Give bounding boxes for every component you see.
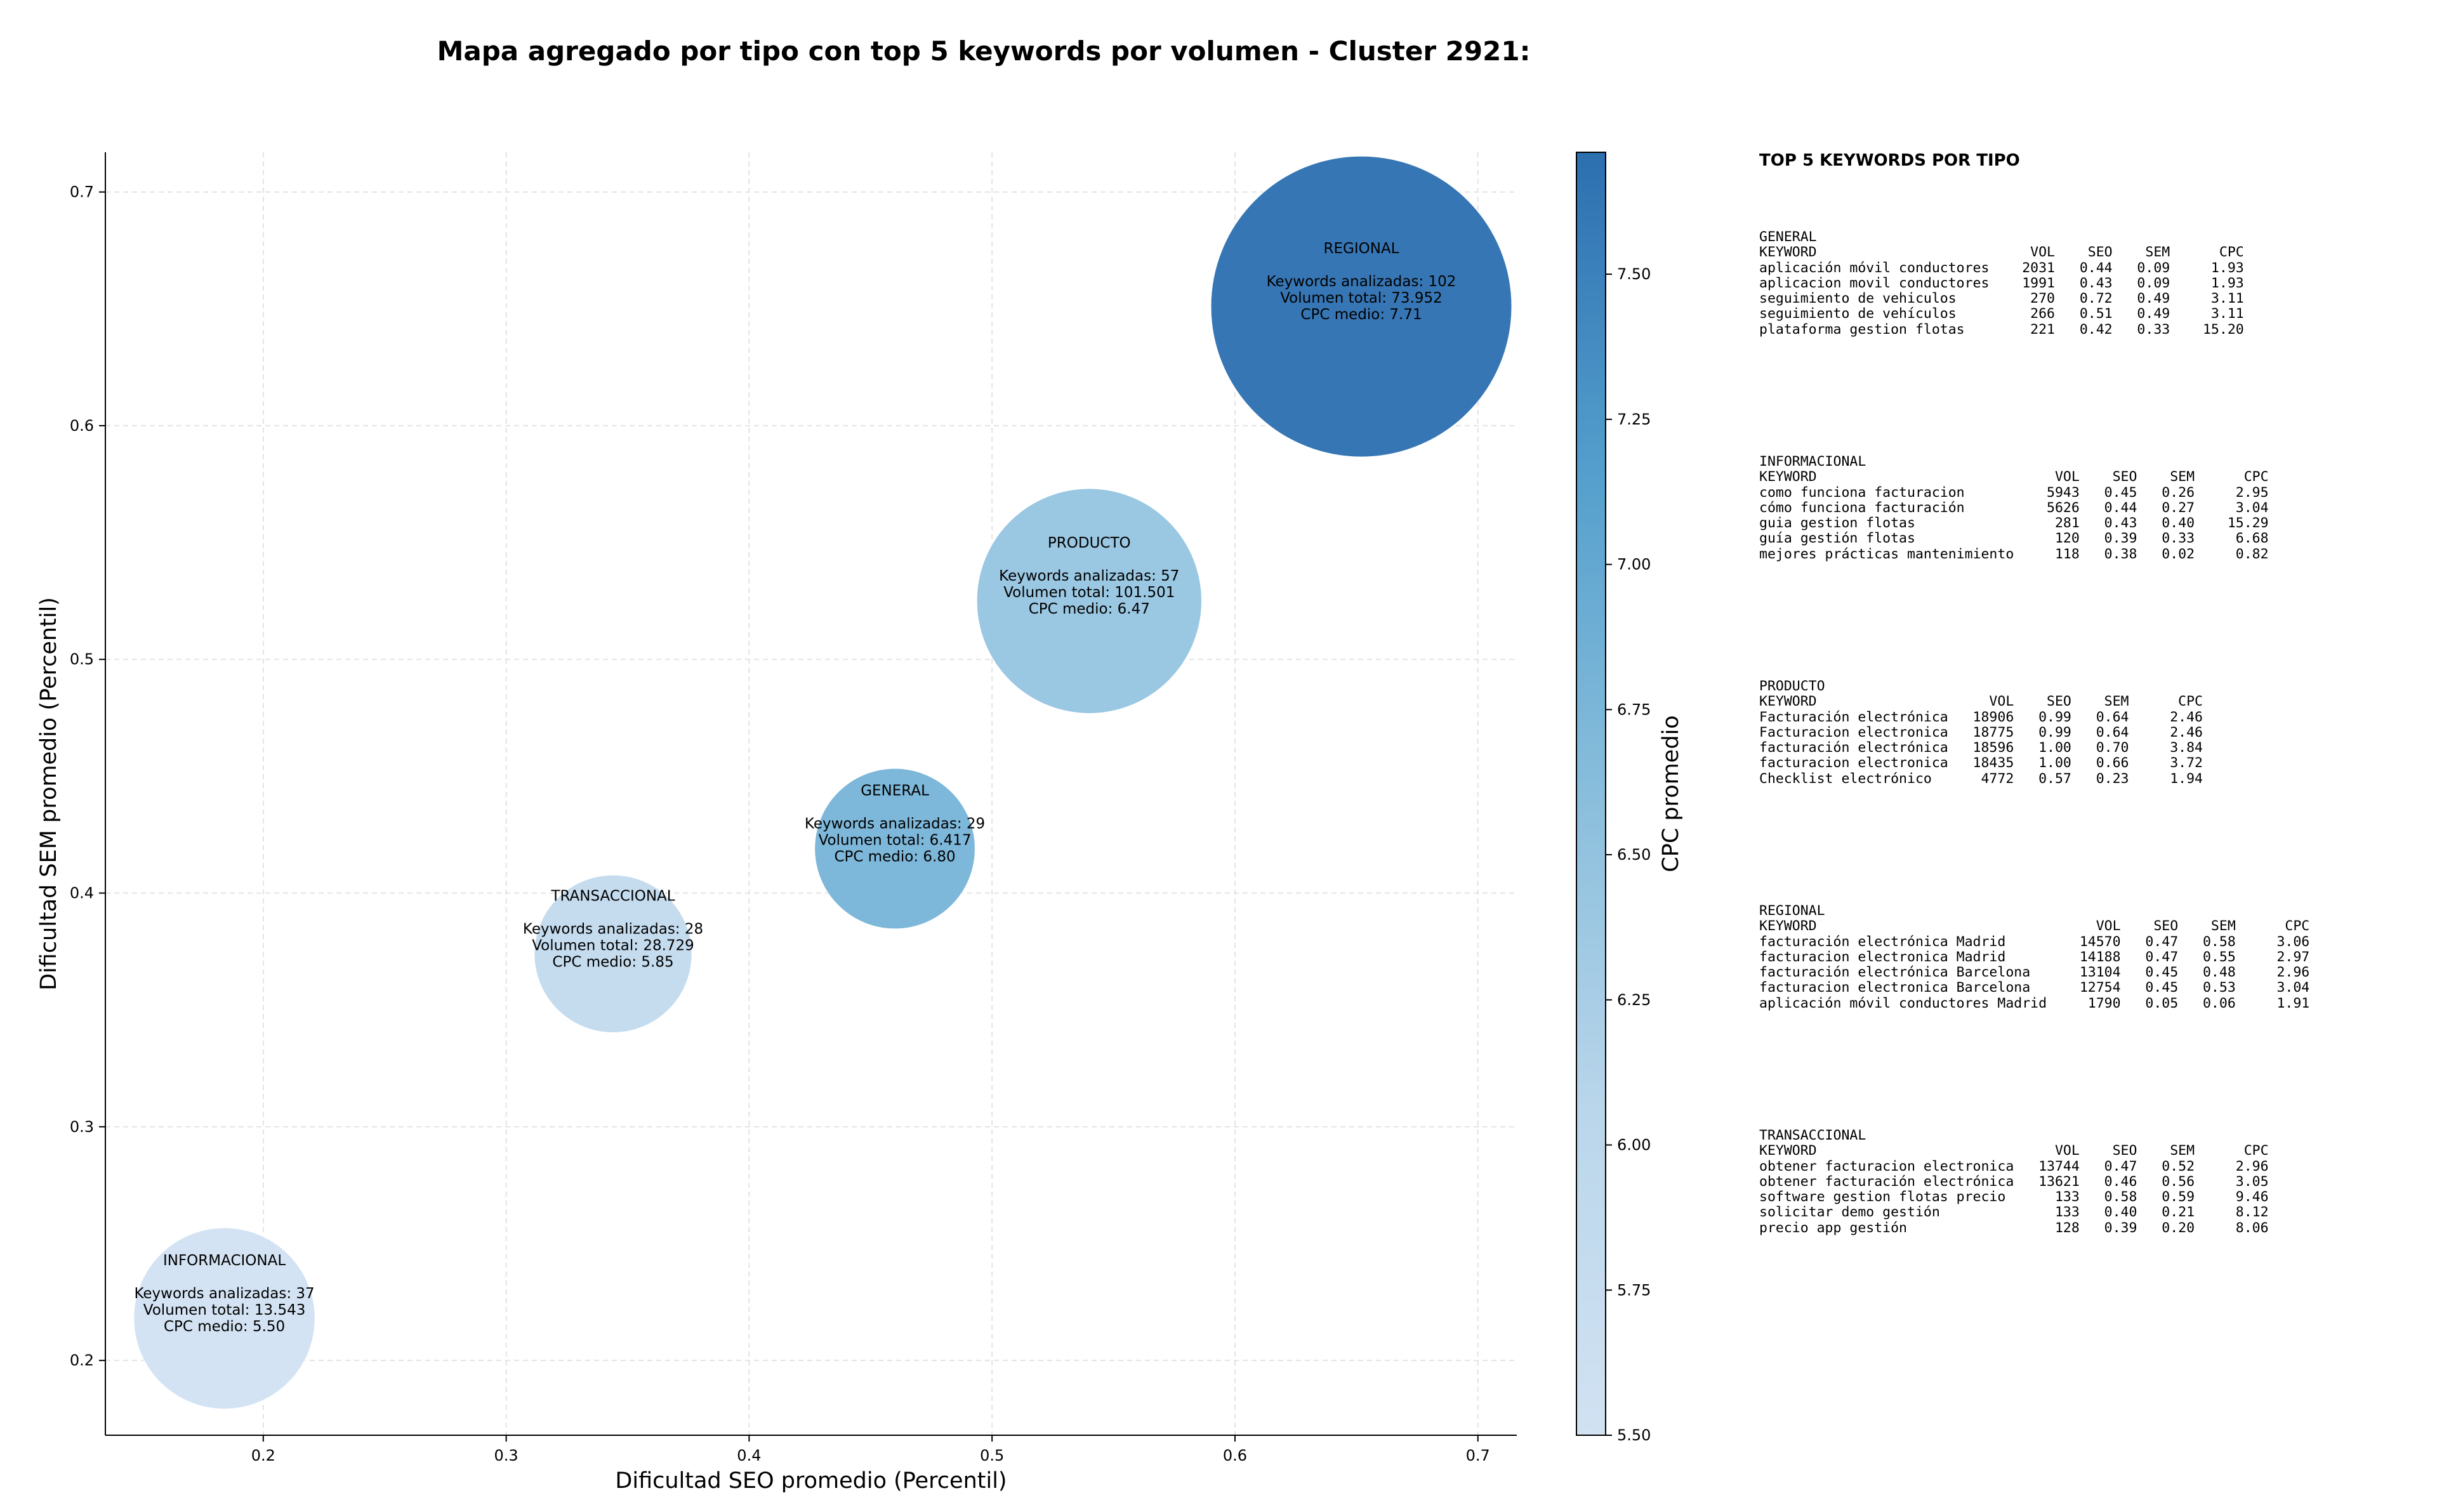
x-tick-label: 0.4	[737, 1447, 761, 1464]
colorbar-tick-label: 7.25	[1617, 411, 1651, 428]
keyword-table-row: como funciona facturacion 5943 0.45 0.26…	[1759, 484, 2269, 501]
keyword-table-row: facturación electrónica Madrid 14570 0.4…	[1759, 933, 2310, 950]
bubble-informacional	[133, 1227, 315, 1410]
x-tick-label: 0.7	[1466, 1447, 1490, 1464]
y-tick-label: 0.3	[70, 1118, 94, 1136]
keyword-table-row: software gestion flotas precio 133 0.58 …	[1759, 1189, 2269, 1206]
keyword-table-producto: PRODUCTO KEYWORD VOL SEO SEM CPC Facturaci…	[1759, 678, 2203, 787]
bubble-label-detail: Keywords analizadas: 28	[523, 921, 703, 937]
colorbar-tick-label: 6.00	[1617, 1136, 1651, 1154]
bubble-label-name: PRODUCTO	[1048, 535, 1131, 551]
bubble-label-detail: CPC medio: 6.80	[834, 849, 955, 865]
keyword-table-row: Checklist electrónico 4772 0.57 0.23 1.9…	[1759, 770, 2203, 787]
bubble-label-name: GENERAL	[861, 783, 929, 799]
bubble-label-name: TRANSACCIONAL	[550, 888, 675, 904]
bubble-label-detail: Keywords analizadas: 29	[805, 816, 985, 832]
axes: 0.2 0.3 0.4 0.5 0.6 0.7 0.2 0.3 0.4 0.5 0.6 0.7 Difi…	[36, 152, 1517, 1494]
bubble-label-name: REGIONAL	[1324, 240, 1399, 257]
colorbar-label: CPC promedio	[1658, 715, 1684, 872]
colorbar: 5.50 5.75 6.00 6.25 6.50 6.75 7.00 7.25 7.50 CPC …	[1576, 152, 1684, 1444]
bubble-label-detail: Volumen total: 101.501	[1003, 584, 1175, 601]
keyword-table-row: solicitar demo gestión 133 0.40 0.21 8.1…	[1759, 1204, 2269, 1221]
colorbar-gradient	[1576, 152, 1606, 1436]
keyword-table-type: REGIONAL	[1759, 903, 1825, 919]
top-keywords-title: TOP 5 KEYWORDS POR TIPO	[1759, 151, 2020, 170]
keyword-table-row: facturacion electronica Madrid 14188 0.4…	[1759, 949, 2310, 965]
keyword-table-row: aplicación móvil conductores Madrid 1790…	[1759, 995, 2310, 1011]
bubble-label-detail: Keywords analizadas: 37	[134, 1285, 314, 1302]
keyword-table-row: seguimiento de vehículos 266 0.51 0.49 3…	[1759, 306, 2244, 322]
keyword-table-row: obtener facturación electrónica 13621 0.…	[1759, 1173, 2269, 1190]
keyword-table-regional: REGIONAL KEYWORD VOL SEO SEM CPC facturaci…	[1759, 903, 2310, 1011]
chart-title: Mapa agregado por tipo con top 5 keyword…	[437, 36, 1531, 67]
keyword-table-row: Facturacion electronica 18775 0.99 0.64 …	[1759, 724, 2203, 740]
keyword-table-header: KEYWORD VOL SEO SEM CPC	[1759, 918, 2310, 935]
bubble-label-detail: Keywords analizadas: 57	[999, 568, 1179, 584]
y-axis-label: Dificultad SEM promedio (Percentil)	[36, 597, 62, 990]
keyword-table-row: plataforma gestion flotas 221 0.42 0.33 …	[1759, 321, 2244, 338]
bubble-label-detail: Volumen total: 73.952	[1280, 290, 1443, 306]
y-tick-label: 0.4	[70, 884, 94, 902]
colorbar-tick-label: 6.50	[1617, 846, 1651, 864]
keyword-table-type: INFORMACIONAL	[1759, 454, 1866, 470]
keyword-table-row: guia gestion flotas 281 0.43 0.40 15.29	[1759, 515, 2269, 532]
keyword-table-header: KEYWORD VOL SEO SEM CPC	[1759, 244, 2244, 261]
keyword-table-type: GENERAL	[1759, 229, 1817, 245]
keyword-table-row: facturación electrónica 18596 1.00 0.70 …	[1759, 740, 2203, 756]
keyword-table-row: aplicación móvil conductores 2031 0.44 0…	[1759, 260, 2244, 276]
keyword-table-type: PRODUCTO	[1759, 678, 1825, 694]
colorbar-tick-label: 6.75	[1617, 700, 1651, 718]
keyword-table-general: GENERAL KEYWORD VOL SEO SEM CPC aplicación…	[1759, 229, 2244, 338]
bubble-regional	[1210, 155, 1512, 457]
keyword-table-row: cómo funciona facturación 5626 0.44 0.27…	[1759, 499, 2269, 516]
colorbar-tick-label: 5.75	[1617, 1281, 1651, 1299]
bubble-label-name: INFORMACIONAL	[163, 1252, 286, 1269]
keyword-table-header: KEYWORD VOL SEO SEM CPC	[1759, 1143, 2269, 1159]
keyword-table-header: KEYWORD VOL SEO SEM CPC	[1759, 469, 2269, 485]
colorbar-tick-label: 6.25	[1617, 991, 1651, 1009]
keyword-table-row: facturacion electronica 18435 1.00 0.66 …	[1759, 755, 2203, 772]
bubble-label-detail: CPC medio: 5.85	[552, 954, 673, 970]
top-keywords-panel: TOP 5 KEYWORDS POR TIPO GENERAL KEYWORD V…	[1759, 151, 2426, 1236]
bubble-label-detail: CPC medio: 6.47	[1029, 601, 1150, 617]
bubble-label-detail: Volumen total: 13.543	[143, 1302, 306, 1318]
bubble-label-detail: Keywords analizadas: 102	[1267, 273, 1456, 290]
y-tick-label: 0.2	[70, 1351, 94, 1369]
colorbar-tick-label: 7.00	[1617, 556, 1651, 574]
keyword-table-informacional: INFORMACIONAL KEYWORD VOL SEO SEM CPC como…	[1759, 454, 2269, 562]
keyword-table-row: guía gestión flotas 120 0.39 0.33 6.68	[1759, 530, 2269, 547]
colorbar-tick-label: 5.50	[1617, 1426, 1651, 1444]
bubble-general	[814, 768, 975, 930]
bubble-label-detail: Volumen total: 6.417	[819, 832, 972, 849]
x-axis-label: Dificultad SEO promedio (Percentil)	[615, 1468, 1007, 1494]
bubble-label-detail: CPC medio: 5.50	[164, 1318, 285, 1335]
keyword-table-transaccional: TRANSACCIONAL KEYWORD VOL SEO SEM CPC obte…	[1759, 1127, 2269, 1236]
keyword-table-row: seguimiento de vehiculos 270 0.72 0.49 3…	[1759, 291, 2244, 307]
bubble-label-detail: CPC medio: 7.71	[1300, 306, 1422, 323]
colorbar-tick-label: 7.50	[1617, 265, 1651, 283]
keyword-table-row: precio app gestión 128 0.39 0.20 8.06	[1759, 1219, 2269, 1236]
x-tick-label: 0.3	[494, 1447, 518, 1464]
keyword-table-row: facturacion electronica Barcelona 12754 …	[1759, 980, 2310, 996]
x-tick-label: 0.6	[1223, 1447, 1247, 1464]
keyword-table-row: aplicacion movil conductores 1991 0.43 0…	[1759, 275, 2244, 291]
keyword-table-row: facturación electrónica Barcelona 13104 …	[1759, 964, 2310, 981]
bubble-producto	[976, 488, 1202, 714]
y-tick-label: 0.6	[70, 417, 94, 435]
bubble-transaccional	[534, 874, 692, 1033]
y-tick-label: 0.5	[70, 650, 94, 668]
keyword-table-row: mejores prácticas mantenimiento 118 0.38…	[1759, 546, 2269, 562]
bubble-label-detail: Volumen total: 28.729	[532, 937, 694, 954]
x-tick-label: 0.2	[251, 1447, 275, 1464]
x-tick-label: 0.5	[980, 1447, 1004, 1464]
keyword-table-row: Facturación electrónica 18906 0.99 0.64 …	[1759, 709, 2203, 725]
keyword-table-header: KEYWORD VOL SEO SEM CPC	[1759, 694, 2203, 710]
keyword-table-row: obtener facturacion electronica 13744 0.…	[1759, 1158, 2269, 1174]
keyword-table-type: TRANSACCIONAL	[1759, 1127, 1866, 1143]
y-tick-label: 0.7	[70, 183, 94, 201]
